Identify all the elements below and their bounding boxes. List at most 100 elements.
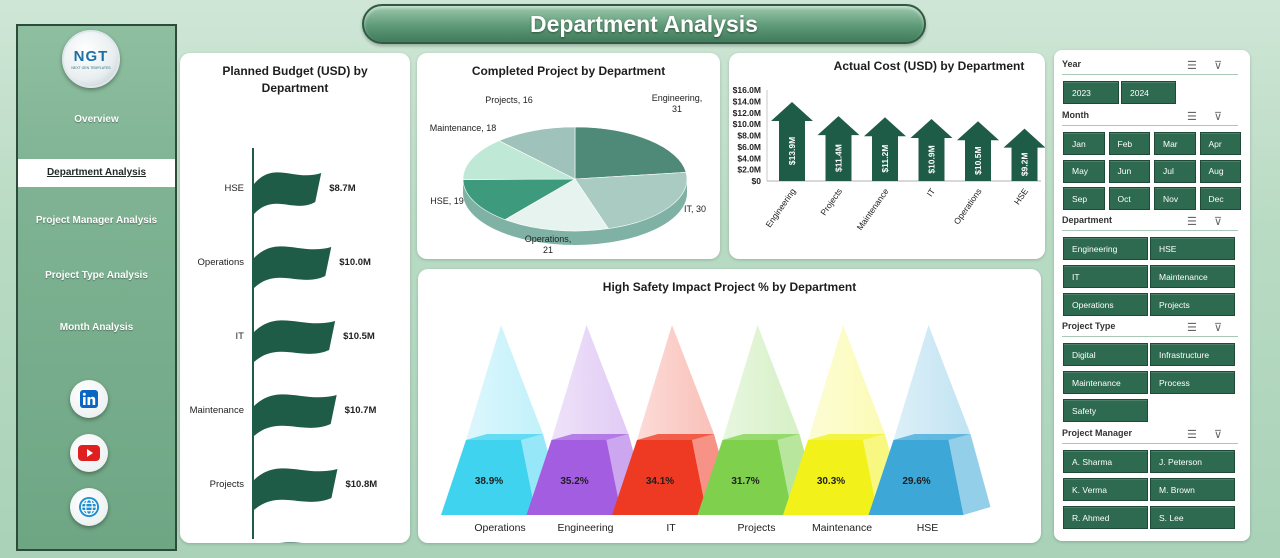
budget-bar-projects[interactable]	[254, 468, 338, 510]
project-manager-chip-m-brown[interactable]: M. Brown	[1150, 478, 1235, 501]
planned-budget-card: Planned Budget (USD) by Department HSE $8…	[180, 53, 410, 543]
budget-bar-maintenance[interactable]	[254, 394, 337, 436]
completed-project-card: Completed Project by Department Engineer…	[417, 53, 720, 259]
month-chip-apr[interactable]: Apr	[1199, 132, 1241, 155]
safety-impact-title: High Safety Impact Project % by Departme…	[602, 280, 857, 294]
project-manager-chip-j-peterson[interactable]: J. Peterson	[1150, 450, 1235, 473]
month-chip-jul[interactable]: Jul	[1154, 159, 1196, 183]
department-chip-hse[interactable]: HSE	[1150, 237, 1235, 260]
month-chip-jun[interactable]: Jun	[1108, 159, 1150, 183]
multi-select-icon[interactable]: ☰	[1187, 216, 1197, 228]
month-chip-may[interactable]: May	[1063, 159, 1105, 183]
safety-band-top	[893, 434, 971, 440]
filter-panel: Year ☰ ⊽ 2023 2024 Month ☰ ⊽ Jan Feb Mar Ap…	[1054, 50, 1250, 541]
sidebar-item-department-analysis[interactable]: Department Analysis	[18, 159, 175, 187]
cost-bar-hse[interactable]	[1003, 128, 1046, 181]
department-chip-operations[interactable]: Operations	[1063, 293, 1148, 316]
multi-select-icon[interactable]: ☰	[1187, 322, 1197, 334]
pie-data-label: Maintenance, 18	[430, 123, 497, 133]
clear-filter-icon[interactable]: ⊽	[1214, 111, 1223, 123]
project-manager-chip-k-verma[interactable]: K. Verma	[1063, 478, 1148, 501]
department-chip-it[interactable]: IT	[1063, 265, 1148, 288]
budget-bar-operations[interactable]	[254, 246, 332, 288]
budget-bar-engineering[interactable]	[254, 542, 356, 543]
safety-data-label: 34.1%	[646, 476, 674, 487]
month-chip-aug[interactable]: Aug	[1199, 159, 1241, 183]
year-filter-label: Year	[1062, 59, 1082, 69]
linkedin-icon[interactable]	[70, 380, 108, 418]
cost-bar-engineering[interactable]	[771, 101, 813, 181]
month-chip-dec[interactable]: Dec	[1199, 187, 1241, 210]
globe-icon[interactable]	[70, 488, 108, 526]
safety-category-label: Engineering	[557, 522, 613, 534]
pie-data-label: IT, 30	[684, 204, 706, 214]
cost-bar-maintenance[interactable]	[864, 117, 906, 181]
planned-budget-chart: HSE $8.7M Operations $10.0M IT $10.5M Maintena…	[190, 148, 377, 543]
project-type-chip-digital[interactable]: Digital	[1063, 343, 1148, 366]
month-chip-mar[interactable]: Mar	[1154, 132, 1196, 155]
cost-bar-operations[interactable]	[957, 121, 999, 181]
sidebar-item-project-manager-analysis[interactable]: Project Manager Analysis	[35, 215, 158, 226]
month-chip-oct[interactable]: Oct	[1108, 187, 1150, 210]
sidebar-item-overview[interactable]: Overview	[74, 114, 119, 125]
safety-bar-projects[interactable]	[697, 440, 793, 515]
department-chip-engineering[interactable]: Engineering	[1063, 237, 1148, 260]
year-chip-2023[interactable]: 2023	[1063, 81, 1119, 104]
safety-bar-maintenance[interactable]	[783, 440, 878, 515]
project-type-chip-maintenance[interactable]: Maintenance	[1063, 371, 1148, 394]
multi-select-icon[interactable]: ☰	[1187, 429, 1197, 441]
project-manager-chip-a-sharma[interactable]: A. Sharma	[1063, 450, 1148, 473]
cost-category-label: Projects	[818, 186, 844, 217]
safety-band-side	[948, 434, 991, 515]
cost-y-tick: $14.0M	[733, 96, 761, 106]
safety-category-label: Projects	[738, 522, 776, 534]
pie-slice-hse[interactable]	[462, 178, 577, 220]
budget-bar-it[interactable]	[254, 320, 336, 362]
pie-slice-operations[interactable]	[504, 178, 609, 232]
safety-bar-operations[interactable]	[441, 440, 536, 515]
cost-y-tick: $8.0M	[737, 131, 761, 141]
sidebar-item-project-type-analysis[interactable]: Project Type Analysis	[45, 270, 148, 281]
pie-slice-projects[interactable]	[498, 126, 576, 180]
budget-data-label: $10.7M	[345, 405, 377, 416]
safety-bar-engineering[interactable]	[526, 440, 622, 515]
project-type-chip-process[interactable]: Process	[1150, 371, 1235, 394]
multi-select-icon[interactable]: ☰	[1187, 111, 1197, 123]
pie-slice-maintenance[interactable]	[462, 140, 576, 180]
clear-filter-icon[interactable]: ⊽	[1214, 60, 1223, 72]
pie-data-label: Operations,	[525, 234, 572, 244]
clear-filter-icon[interactable]: ⊽	[1214, 429, 1223, 441]
project-type-chip-infrastructure[interactable]: Infrastructure	[1150, 343, 1235, 366]
project-manager-filter-header: Project Manager ☰ ⊽	[1062, 428, 1238, 444]
budget-bar-hse[interactable]	[254, 172, 322, 214]
department-chip-maintenance[interactable]: Maintenance	[1150, 265, 1235, 288]
year-chip-2024[interactable]: 2024	[1121, 81, 1176, 104]
department-chip-projects[interactable]: Projects	[1150, 293, 1235, 316]
clear-filter-icon[interactable]: ⊽	[1214, 216, 1223, 228]
pie-depth	[463, 179, 687, 245]
month-chip-sep[interactable]: Sep	[1063, 187, 1105, 210]
cost-bar-it[interactable]	[910, 119, 953, 181]
sidebar-item-month-analysis[interactable]: Month Analysis	[59, 322, 134, 333]
pie-slice-engineering[interactable]	[574, 126, 687, 180]
department-filter-label: Department	[1062, 215, 1113, 225]
safety-category-label: Maintenance	[812, 522, 872, 534]
month-chip-nov[interactable]: Nov	[1154, 187, 1196, 210]
month-filter-label: Month	[1062, 110, 1089, 120]
month-chip-feb[interactable]: Feb	[1108, 132, 1150, 155]
project-type-chip-safety[interactable]: Safety	[1063, 399, 1148, 422]
youtube-icon[interactable]	[70, 434, 108, 472]
pie-slice-it[interactable]	[574, 172, 688, 229]
safety-bar-hse[interactable]	[868, 440, 964, 515]
ngt-logo[interactable]: NGT NEXT GEN TEMPLATES	[62, 30, 120, 88]
project-manager-chip-s-lee[interactable]: S. Lee	[1150, 506, 1235, 529]
safety-bar-it[interactable]	[612, 440, 707, 515]
multi-select-icon[interactable]: ☰	[1187, 60, 1197, 72]
project-manager-chip-r-ahmed[interactable]: R. Ahmed	[1063, 506, 1148, 529]
cost-data-label: $11.4M	[834, 144, 844, 172]
month-chip-jan[interactable]: Jan	[1063, 132, 1105, 155]
cost-bar-projects[interactable]	[817, 116, 860, 181]
pie-data-label: 21	[543, 245, 553, 255]
safety-band-top	[637, 434, 714, 440]
clear-filter-icon[interactable]: ⊽	[1214, 322, 1223, 334]
